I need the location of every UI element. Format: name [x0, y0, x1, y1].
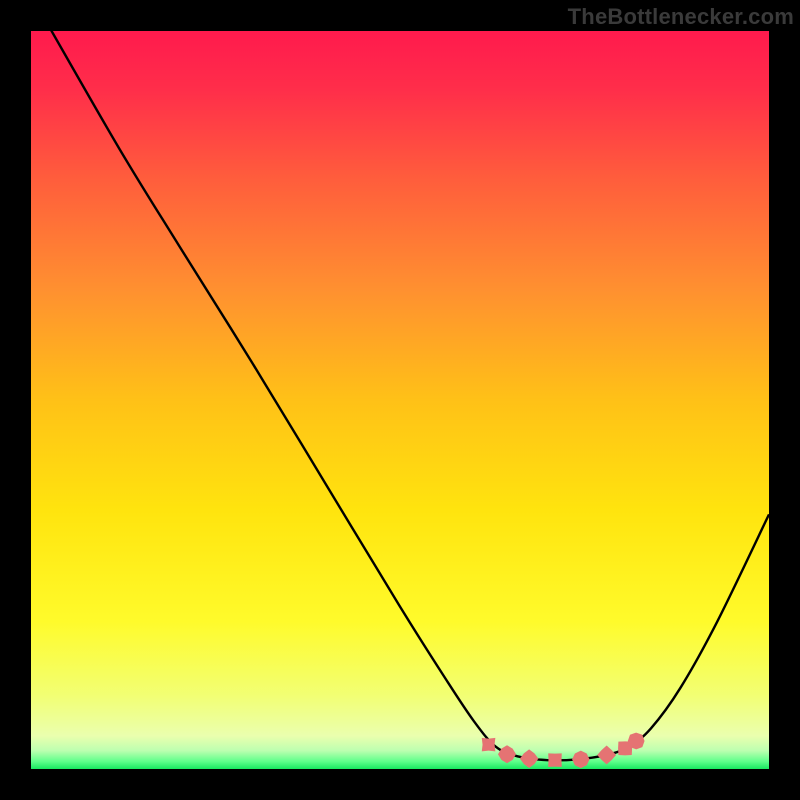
- optimal-marker: [548, 753, 562, 767]
- optimal-marker: [482, 738, 496, 752]
- chart-plot-area: [31, 31, 769, 769]
- watermark-text: TheBottlenecker.com: [568, 4, 794, 30]
- optimal-marker: [628, 733, 645, 750]
- chart-background-gradient: [31, 31, 769, 769]
